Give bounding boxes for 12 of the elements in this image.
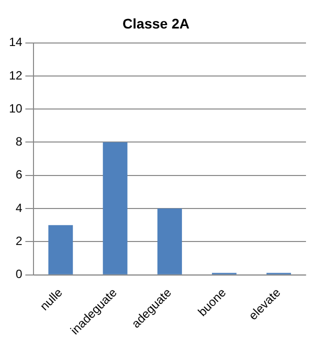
y-tick-label: 6: [16, 168, 23, 182]
bar: [157, 208, 182, 274]
bar: [102, 142, 128, 274]
y-tick-label: 12: [8, 68, 23, 82]
y-tick-label: 8: [16, 134, 23, 149]
bar: [48, 225, 73, 274]
y-tick-label: 4: [16, 200, 23, 215]
y-tick-label: 2: [16, 234, 23, 248]
chart-title: Classe 2A: [122, 15, 190, 32]
y-tick-label: 0: [16, 267, 23, 282]
y-tick-label: 14: [8, 35, 23, 50]
y-tick-label: 10: [8, 101, 23, 116]
